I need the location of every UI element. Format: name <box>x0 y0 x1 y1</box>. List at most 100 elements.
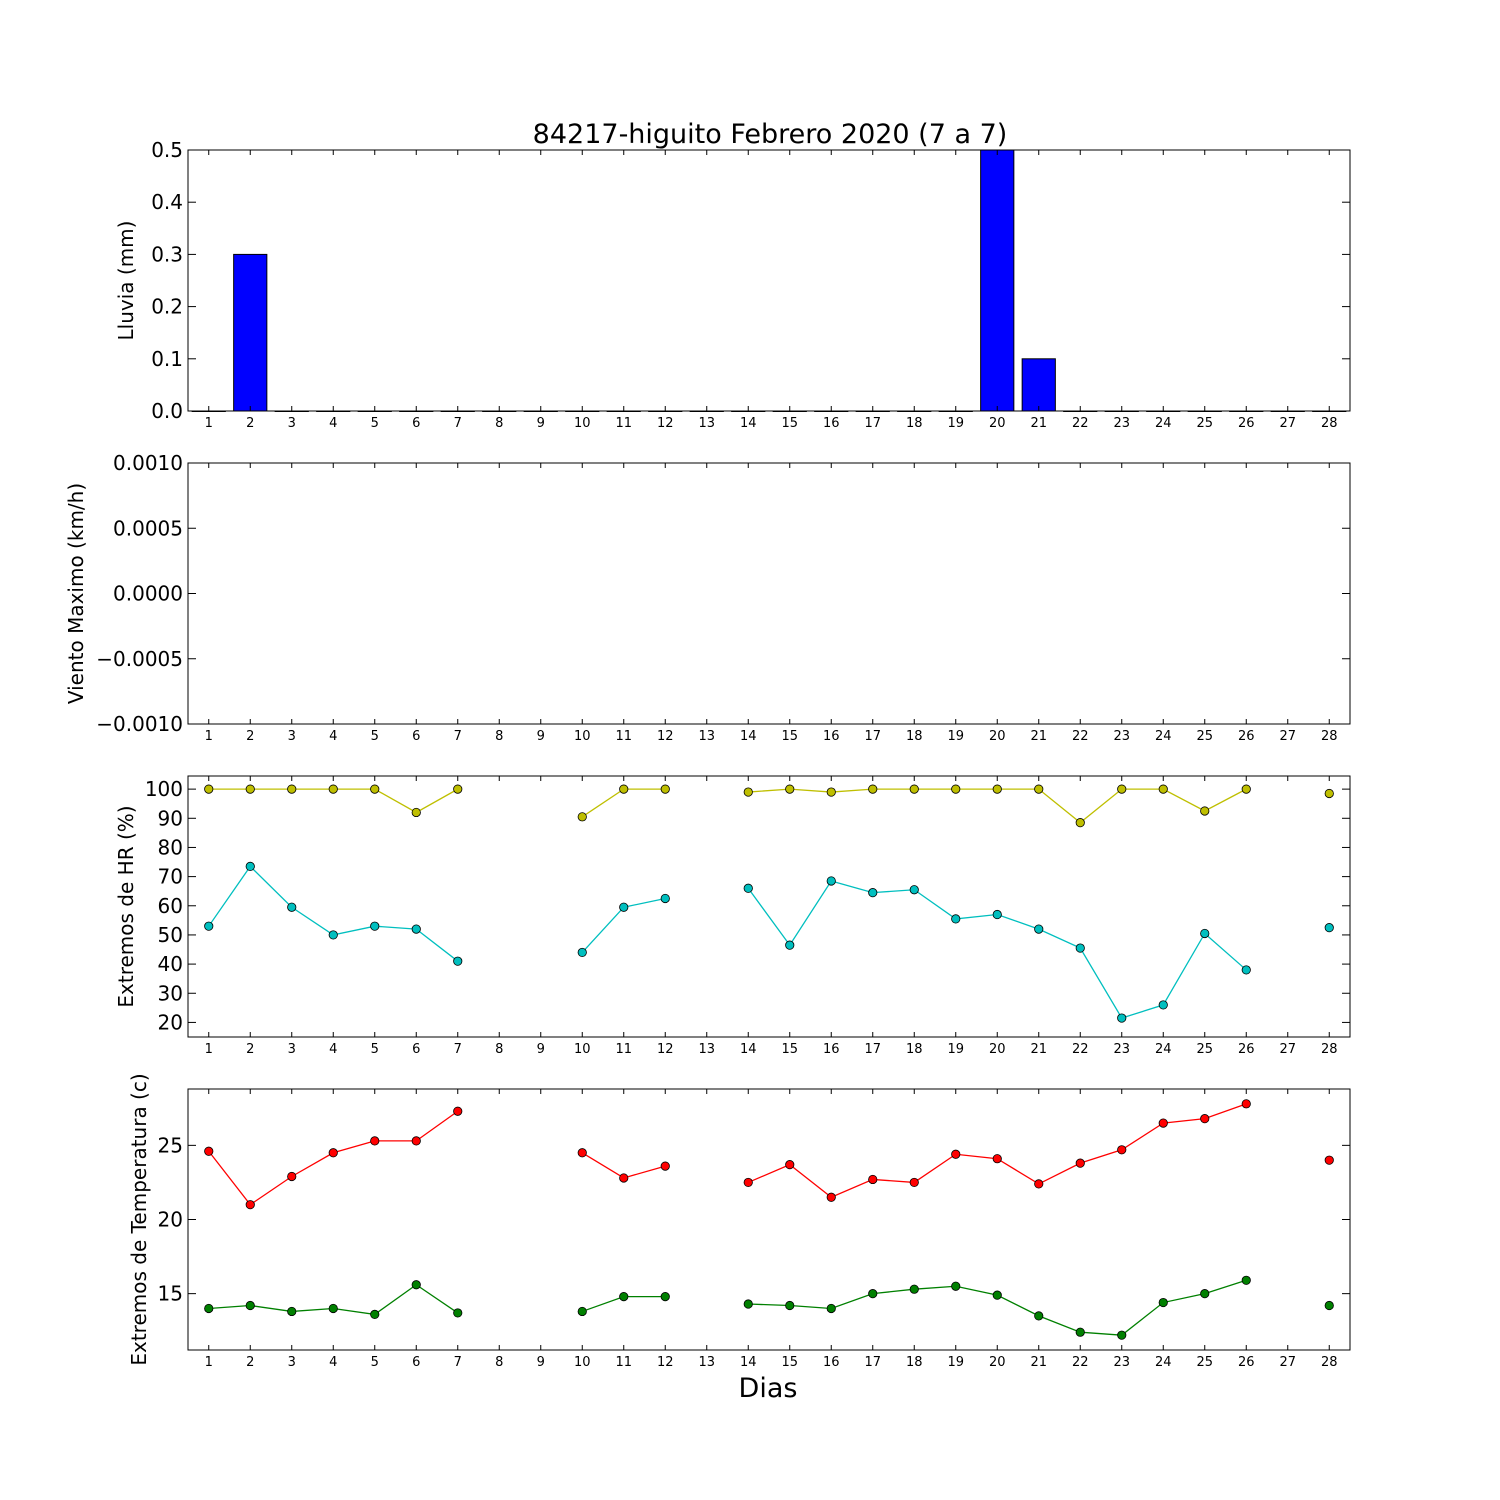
x-tick-label: 13 <box>698 729 715 744</box>
data-point-day-2 <box>245 784 255 794</box>
x-tick-label: 22 <box>1072 1042 1089 1057</box>
data-point-day-17 <box>868 784 878 794</box>
data-point-day-22 <box>1075 943 1085 953</box>
axes-frame <box>187 462 1351 725</box>
data-point-day-24 <box>1158 1000 1168 1010</box>
x-tick-label: 9 <box>537 416 545 431</box>
x-tick-label: 10 <box>574 729 591 744</box>
axes-frame <box>187 149 1351 412</box>
x-tick-label: 20 <box>989 1042 1006 1057</box>
x-tick-label: 14 <box>740 729 757 744</box>
data-point-day-16 <box>826 787 836 797</box>
data-point-day-18 <box>909 1177 919 1188</box>
data-point-day-26 <box>1241 1099 1251 1109</box>
x-tick-label: 25 <box>1196 416 1213 431</box>
x-tick-label: 24 <box>1155 729 1172 744</box>
x-tick-label: 17 <box>864 1355 881 1370</box>
data-point-day-11 <box>619 1173 629 1183</box>
x-tick-label: 21 <box>1030 1042 1047 1057</box>
x-tick-label: 7 <box>454 729 462 744</box>
x-tick-label: 4 <box>329 729 337 744</box>
x-tick-label: 16 <box>823 729 840 744</box>
data-point-day-11 <box>619 902 629 912</box>
data-point-day-25 <box>1200 928 1210 939</box>
data-point-day-1 <box>204 1146 214 1156</box>
data-point-day-5 <box>370 921 380 931</box>
data-point-day-25 <box>1200 806 1210 816</box>
x-tick-label: 23 <box>1113 416 1130 431</box>
bar-day-20 <box>980 149 1015 412</box>
y-ticks: 20 30 40 50 60 70 80 90 100 <box>145 777 1350 1034</box>
y-ticks: −0.0010 −0.0005 0.0000 0.0005 0.0010 <box>96 451 1350 736</box>
x-tick-label: 21 <box>1030 416 1047 431</box>
data-point-day-12 <box>660 1292 670 1302</box>
x-tick-label: 12 <box>657 1355 674 1370</box>
y-tick-label: 15 <box>158 1282 183 1306</box>
data-point-day-7 <box>453 956 463 966</box>
x-tick-label: 17 <box>864 416 881 431</box>
x-tick-label: 15 <box>781 1042 798 1057</box>
x-tick-label: 21 <box>1030 1355 1047 1370</box>
axes-frame <box>187 1088 1351 1351</box>
x-tick-label: 9 <box>537 729 545 744</box>
x-tick-label: 11 <box>615 1355 632 1370</box>
data-point-day-1 <box>204 1303 214 1314</box>
y-tick-label: −0.0005 <box>96 647 183 671</box>
x-tick-label: 24 <box>1155 416 1172 431</box>
x-tick-label: 26 <box>1238 1355 1255 1370</box>
data-point-day-7 <box>453 784 463 794</box>
x-tick-label: 19 <box>947 1355 964 1370</box>
data-point-day-19 <box>951 1149 961 1159</box>
data-point-day-25 <box>1200 1114 1210 1124</box>
chart-panel-4: 1 2 3 4 5 6 7 8 9 10 11 12 13 14 15 16 17 18 19 20 21 22 23 24 2… <box>127 1073 1351 1370</box>
x-tick-label: 24 <box>1155 1355 1172 1370</box>
data-point-day-20 <box>992 1154 1002 1164</box>
x-tick-label: 28 <box>1321 1042 1338 1057</box>
x-tick-label: 4 <box>329 1042 337 1057</box>
x-tick-label: 13 <box>698 1355 715 1370</box>
series-line-segment <box>208 865 459 962</box>
bar-day-21 <box>1021 358 1056 412</box>
x-tick-label: 12 <box>657 1042 674 1057</box>
data-point-day-23 <box>1117 1013 1127 1023</box>
x-tick-label: 5 <box>371 1355 379 1370</box>
data-point-day-3 <box>287 784 297 794</box>
data-point-day-17 <box>868 1174 878 1185</box>
y-tick-label: 0.3 <box>151 242 183 266</box>
x-tick-label: 6 <box>412 416 420 431</box>
x-tick-label: 7 <box>454 1355 462 1370</box>
data-point-day-10 <box>577 1306 587 1317</box>
y-ticks: 0.0 0.1 0.2 0.3 0.4 0.5 <box>151 138 1350 423</box>
plot-area <box>204 1099 1334 1340</box>
data-point-day-10 <box>577 947 587 958</box>
x-tick-label: 10 <box>574 1355 591 1370</box>
x-axis-label: Dias <box>739 1373 798 1404</box>
x-tick-label: 8 <box>495 1355 503 1370</box>
data-point-day-14 <box>743 1299 753 1309</box>
y-tick-label: 80 <box>158 835 183 859</box>
series-line-segment <box>748 1279 1247 1336</box>
data-point-day-16 <box>826 876 836 886</box>
data-point-day-2 <box>245 1200 255 1210</box>
plot-area <box>204 784 1334 1023</box>
x-tick-label: 26 <box>1238 1042 1255 1057</box>
data-point-day-7 <box>453 1106 463 1116</box>
data-point-day-6 <box>411 1136 421 1146</box>
x-ticks: 1 2 3 4 5 6 7 8 9 10 11 12 13 14 15 16 17 18 19 20 21 22 23 24 2… <box>205 776 1338 1057</box>
x-tick-label: 9 <box>537 1355 545 1370</box>
x-tick-label: 19 <box>947 729 964 744</box>
data-point-day-25 <box>1200 1289 1210 1299</box>
data-point-day-21 <box>1034 1179 1044 1189</box>
x-tick-label: 2 <box>246 416 254 431</box>
x-tick-label: 11 <box>615 729 632 744</box>
x-tick-label: 2 <box>246 729 254 744</box>
data-point-day-3 <box>287 1171 297 1182</box>
y-tick-label: 0.5 <box>151 138 183 162</box>
data-point-day-23 <box>1117 1330 1127 1340</box>
data-point-day-5 <box>370 1136 380 1146</box>
panels: 1 2 3 4 5 6 7 8 9 10 11 12 13 14 15 16 17 18 19 20 21 22 23 24 2… <box>64 138 1351 1370</box>
data-point-day-26 <box>1241 1275 1251 1285</box>
data-point-day-2 <box>245 1300 255 1311</box>
x-tick-label: 4 <box>329 416 337 431</box>
